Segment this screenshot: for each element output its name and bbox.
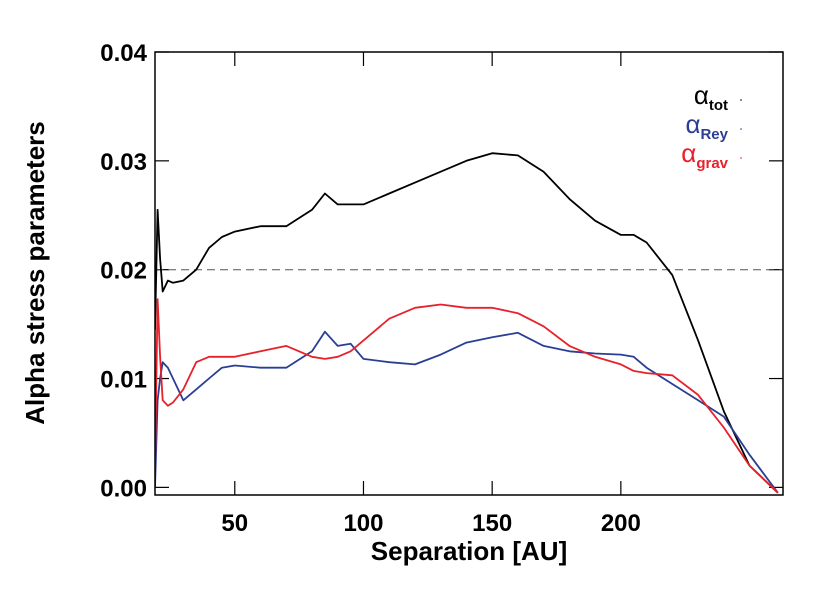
legend-symbol: α [681,138,696,168]
legend-marker [740,128,742,130]
legend-marker [740,99,742,101]
x-tick-label: 50 [221,510,248,537]
legend-entry: αRey [685,109,728,143]
legend-symbol: α [694,80,709,110]
series-line [155,298,779,494]
y-tick-label: 0.01 [100,367,147,394]
legend-marker [740,157,742,159]
legend-entry: αgrav [681,138,728,172]
legend-symbol: α [685,109,700,139]
x-tick-label: 150 [472,510,512,537]
y-tick-label: 0.02 [100,258,147,285]
x-tick-label: 200 [601,510,641,537]
legend-subscript: tot [709,97,728,114]
y-axis-title: Alpha stress parameters [20,121,50,424]
legend-subscript: grav [696,155,728,172]
x-tick-label: 100 [343,510,383,537]
y-tick-label: 0.00 [100,475,147,502]
series-line [155,152,779,494]
x-axis-title: Separation [AU] [371,536,567,566]
plot-frame [154,51,784,496]
y-tick-label: 0.04 [100,40,147,67]
legend-entry: αtot [694,80,728,114]
legend-subscript: Rey [700,126,728,143]
y-tick-label: 0.03 [100,149,147,176]
series-line [155,330,779,494]
